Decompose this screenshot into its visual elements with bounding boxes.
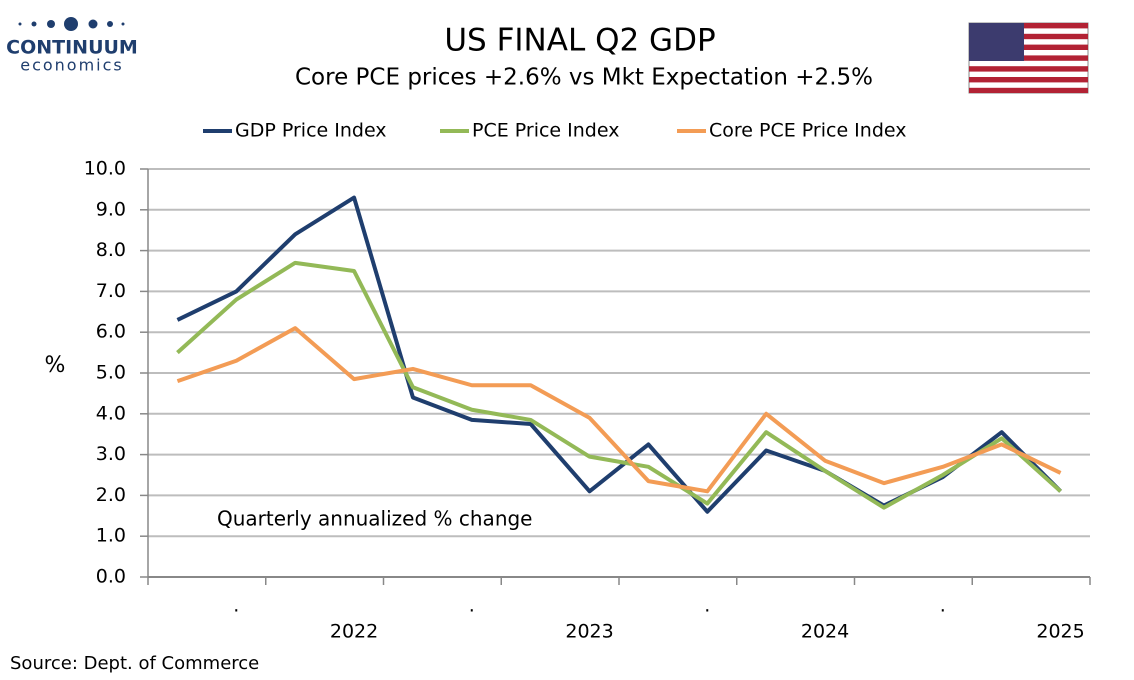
logo-tagline: economics xyxy=(20,56,124,75)
y-tick-label: 1.0 xyxy=(96,525,126,547)
legend-label: GDP Price Index xyxy=(235,120,387,142)
x-tick-label: 2023 xyxy=(565,621,613,643)
y-tick-label: 8.0 xyxy=(96,239,126,261)
source: Source: Dept. of Commerce xyxy=(10,653,259,674)
y-tick-label: 5.0 xyxy=(96,362,126,384)
y-tick-label: 10.0 xyxy=(84,158,126,180)
logo: CONTINUUM economics xyxy=(6,17,138,75)
x-tick-label: . xyxy=(704,595,710,617)
series-line xyxy=(176,326,1062,494)
y-tick-label: 6.0 xyxy=(96,321,126,343)
y-tick-label: 3.0 xyxy=(96,443,126,465)
annotation: Quarterly annualized % change xyxy=(217,507,533,531)
y-tick-label: 2.0 xyxy=(96,484,126,506)
flag xyxy=(968,22,1089,94)
y-axis-label: % xyxy=(45,353,66,378)
x-tick-label: . xyxy=(469,595,475,617)
y-tick-label: 0.0 xyxy=(96,566,126,588)
logo-name: CONTINUUM xyxy=(6,37,138,59)
legend-label: PCE Price Index xyxy=(472,120,619,142)
series-line xyxy=(176,195,1062,514)
y-tick-label: 4.0 xyxy=(96,402,126,424)
legend-label: Core PCE Price Index xyxy=(709,120,906,142)
x-tick-label: . xyxy=(940,595,946,617)
y-tick-label: 7.0 xyxy=(96,280,126,302)
chart-subtitle: Core PCE prices +2.6% vs Mkt Expectation… xyxy=(295,65,873,91)
x-tick-label: 2025 xyxy=(1036,621,1084,643)
chart-title: US FINAL Q2 GDP xyxy=(444,23,715,59)
x-tick-label: 2024 xyxy=(801,621,849,643)
series-line xyxy=(176,260,1062,510)
x-tick-label: 2022 xyxy=(330,621,378,643)
y-tick-label: 9.0 xyxy=(96,198,126,220)
x-tick-label: . xyxy=(233,595,239,617)
